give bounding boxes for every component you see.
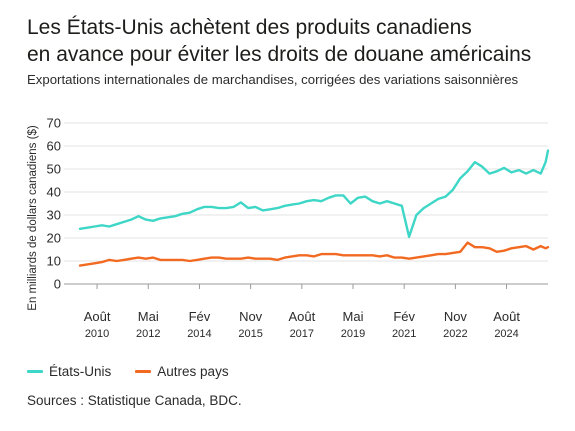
line-chart: 0 10 20 30 40 50 60 70 Août 2010 Mai 2012 Fév 2014 No… <box>27 116 550 340</box>
gridlines <box>64 122 548 285</box>
legend-label: Autres pays <box>157 363 229 379</box>
x-tick-year: 2019 <box>341 328 365 340</box>
y-tick-label: 10 <box>47 254 61 269</box>
y-axis-label: En milliards de dollars canadiens ($) <box>27 125 39 311</box>
legend-swatch <box>27 369 43 373</box>
x-tick-month: Mai <box>138 309 159 324</box>
legend-item-etats-unis: États-Unis <box>27 364 111 379</box>
legend-swatch <box>135 369 152 373</box>
x-tick-month: Mai <box>343 309 364 324</box>
x-tick-year: 2024 <box>494 328 518 340</box>
x-tick-month: Août <box>493 309 520 324</box>
x-tick-month: Fév <box>189 309 211 324</box>
chart-title-line-1: Les États-Unis achètent des produits can… <box>27 16 472 39</box>
chart-subtitle: Exportations internationales de marchand… <box>27 72 519 87</box>
x-tick-year: 2021 <box>392 328 416 340</box>
series-lines <box>78 149 550 267</box>
legend: États-Unis Autres pays <box>27 362 253 380</box>
sources-note: Sources : Statistique Canada, BDC. <box>27 393 242 408</box>
y-tick-label: 70 <box>47 116 61 131</box>
x-tick-year: 2017 <box>290 328 314 340</box>
x-tick-year: 2012 <box>136 328 160 340</box>
x-tick-year: 2014 <box>187 328 211 340</box>
x-tick-month: Août <box>288 309 315 324</box>
y-tick-label: 40 <box>47 185 61 200</box>
legend-item-autres-pays: Autres pays <box>135 363 229 379</box>
chart-title-line-2: en avance pour éviter les droits de doua… <box>27 43 532 66</box>
y-tick-label: 20 <box>47 231 61 246</box>
y-tick-label: 60 <box>47 139 61 154</box>
x-tick-month: Nov <box>444 309 468 324</box>
series-line-etats-unis <box>78 149 550 238</box>
y-tick-label: 0 <box>54 277 61 292</box>
x-tick-month: Nov <box>239 309 263 324</box>
y-tick-label: 30 <box>47 208 61 223</box>
x-tick-year: 2015 <box>238 328 262 340</box>
x-axis: Août 2010 Mai 2012 Fév 2014 Nov 2015 Août 2017 Mai… <box>84 284 520 340</box>
series-line-autres-pays <box>78 241 550 267</box>
x-tick-year: 2022 <box>443 328 467 340</box>
x-tick-month: Août <box>84 309 111 324</box>
legend-label: États-Unis <box>49 363 112 379</box>
y-tick-label: 50 <box>47 162 61 177</box>
x-tick-month: Fév <box>393 309 415 324</box>
chart-title: Les États-Unis achètent des produits can… <box>27 14 567 68</box>
y-axis: 0 10 20 30 40 50 60 70 <box>47 116 61 292</box>
x-tick-year: 2010 <box>85 328 109 340</box>
